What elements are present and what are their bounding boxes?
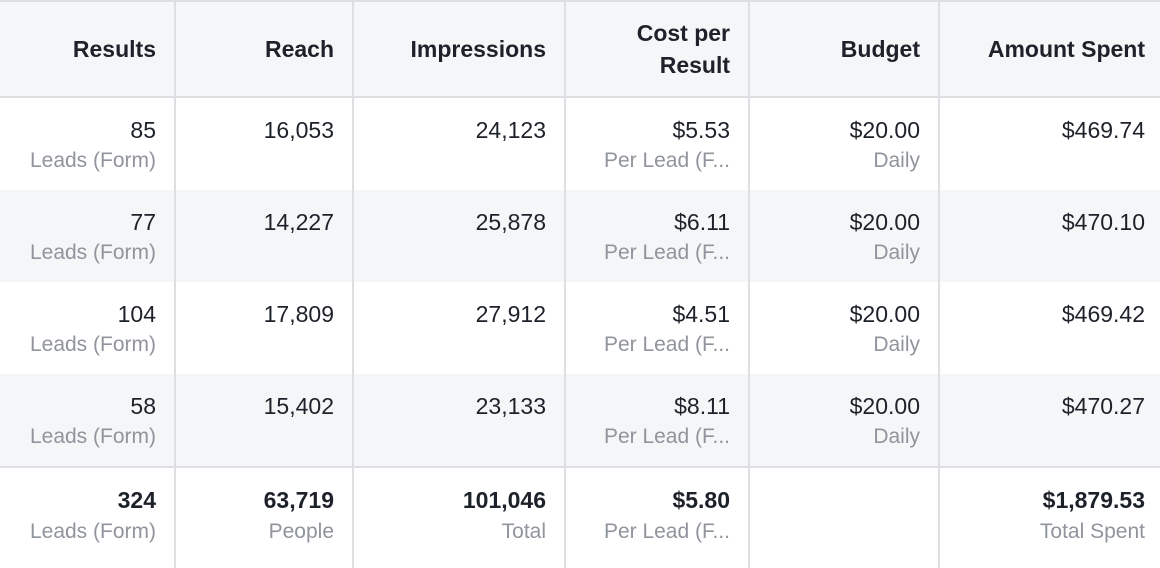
total-impressions-cell: 101,046 Total [354, 468, 566, 568]
total-cost-per-result-cell: $5.80 Per Lead (F... [566, 468, 750, 568]
column-header-cost-per-result[interactable]: Cost per Result [566, 2, 750, 96]
table-header-row: Results Reach Impressions Cost per Resul… [0, 0, 1160, 98]
amount-spent-cell: $470.27 [1061, 393, 1145, 419]
total-reach-cell: 63,719 People [176, 468, 354, 568]
budget-cell[interactable]: $20.00 Daily [750, 374, 940, 466]
budget-cell[interactable]: $20.00 Daily [750, 98, 940, 190]
cost-per-result-cell: $8.11 Per Lead (F... [566, 374, 750, 466]
impressions-cell: 25,878 [354, 190, 566, 282]
cost-per-result-cell: $5.53 Per Lead (F... [566, 98, 750, 190]
amount-spent-cell: $469.42 [1061, 301, 1145, 327]
column-header-impressions[interactable]: Impressions [354, 2, 566, 96]
total-amount-spent-cell: $1,879.53 Total Spent [1039, 487, 1145, 543]
column-header-budget[interactable]: Budget [750, 2, 940, 96]
table-row: 104 Leads (Form) 17,809 27,912 $4.51 Per L… [0, 282, 1160, 374]
impressions-cell: 23,133 [354, 374, 566, 466]
reach-cell: 16,053 [176, 98, 354, 190]
results-cell: 58 Leads (Form) [0, 374, 176, 466]
results-cell: 104 Leads (Form) [0, 282, 176, 374]
table-row: 58 Leads (Form) 15,402 23,133 $8.11 Per Le… [0, 374, 1160, 466]
impressions-cell: 27,912 [354, 282, 566, 374]
column-header-amount-spent[interactable]: Amount Spent [987, 36, 1145, 62]
total-budget-cell [750, 468, 940, 568]
results-cell: 85 Leads (Form) [0, 98, 176, 190]
cost-per-result-cell: $6.11 Per Lead (F... [566, 190, 750, 282]
reach-cell: 15,402 [176, 374, 354, 466]
table-row: 77 Leads (Form) 14,227 25,878 $6.11 Per Le… [0, 190, 1160, 282]
amount-spent-cell: $470.10 [1061, 209, 1145, 235]
table-row: 85 Leads (Form) 16,053 24,123 $5.53 Per Le… [0, 98, 1160, 190]
budget-cell[interactable]: $20.00 Daily [750, 282, 940, 374]
budget-cell[interactable]: $20.00 Daily [750, 190, 940, 282]
cost-per-result-cell: $4.51 Per Lead (F... [566, 282, 750, 374]
column-header-reach[interactable]: Reach [176, 2, 354, 96]
results-cell: 77 Leads (Form) [0, 190, 176, 282]
table-totals-row: 324 Leads (Form) 63,719 People 101,046 Tota… [0, 466, 1160, 568]
impressions-cell: 24,123 [354, 98, 566, 190]
total-results-cell: 324 Leads (Form) [0, 468, 176, 568]
reach-cell: 17,809 [176, 282, 354, 374]
amount-spent-cell: $469.74 [1061, 117, 1145, 143]
reach-cell: 14,227 [176, 190, 354, 282]
column-header-results[interactable]: Results [0, 2, 176, 96]
